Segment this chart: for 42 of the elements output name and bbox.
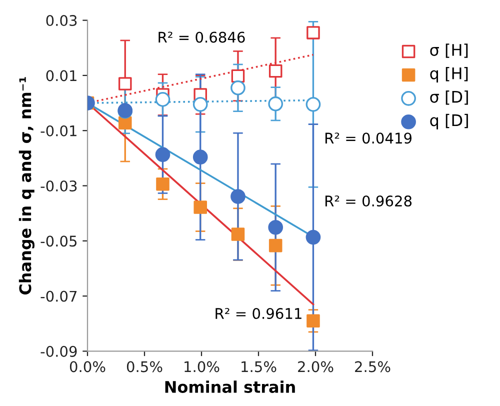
- y-tick-label: 0.01: [46, 70, 76, 82]
- y-axis-title: Change in q and σ, nm⁻¹: [18, 77, 34, 295]
- point: [268, 64, 282, 78]
- point: [306, 230, 321, 245]
- x-tick-label: 0.0%: [70, 361, 106, 372]
- point: [230, 189, 246, 204]
- point: [268, 96, 284, 112]
- annotation: R² = 0.6846: [158, 32, 245, 43]
- point: [268, 220, 284, 235]
- x-tick-label: 1.0%: [184, 361, 220, 372]
- legend-label: σ [D]: [430, 90, 468, 105]
- y-tick-label: -0.05: [40, 236, 77, 247]
- point: [155, 147, 170, 162]
- point: [230, 80, 246, 96]
- point: [306, 26, 320, 40]
- y-tick-label: -0.03: [40, 180, 77, 192]
- point: [155, 92, 170, 107]
- point: [268, 238, 282, 252]
- point: [306, 314, 320, 328]
- point: [118, 116, 132, 130]
- point: [306, 96, 321, 112]
- y-tick-label: 0.03: [46, 15, 77, 26]
- point: [192, 150, 208, 164]
- legend-label: q [H]: [430, 67, 468, 82]
- x-tick-label: 1.5%: [242, 361, 276, 372]
- annotation: R² = 0.0419: [325, 132, 412, 144]
- y-tick-label: -0.09: [40, 346, 77, 357]
- legend-label: q [D]: [430, 114, 468, 130]
- annotation: R² = 0.9628: [325, 195, 412, 207]
- legend-label: σ [H]: [430, 44, 468, 58]
- x-tick-label: 2.0%: [298, 361, 334, 372]
- x-axis-title: Nominal strain: [165, 380, 295, 393]
- point: [194, 200, 208, 214]
- annotation: R² = 0.9611: [216, 308, 302, 320]
- point: [192, 96, 208, 112]
- y-tick-label: -0.01: [40, 125, 76, 136]
- point: [156, 177, 170, 191]
- point: [118, 77, 132, 90]
- point: [231, 228, 245, 241]
- x-tick-label: 0.5%: [126, 361, 162, 372]
- y-tick-label: -0.07: [40, 290, 77, 302]
- x-tick-label: 2.5%: [355, 361, 390, 372]
